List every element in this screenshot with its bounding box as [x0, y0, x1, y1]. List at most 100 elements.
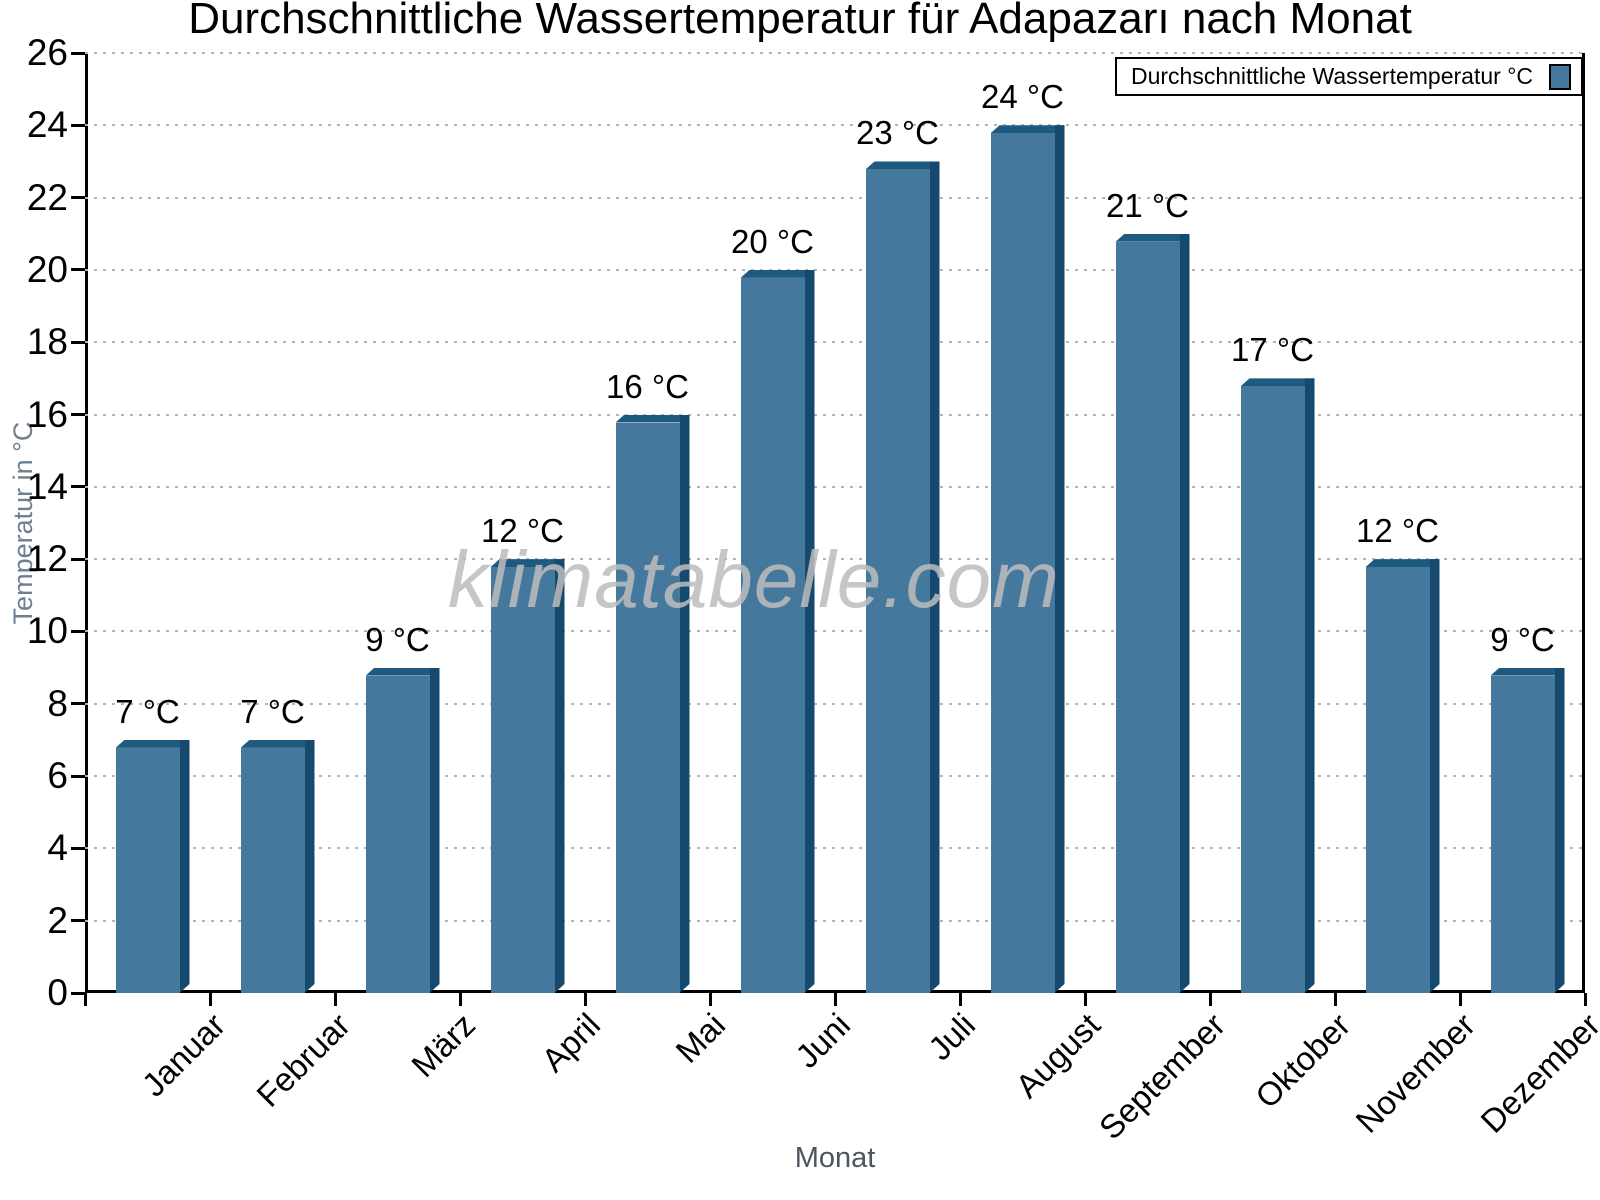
bar-februar-side-bevel	[305, 740, 315, 993]
bar-august-side-bevel	[1055, 125, 1065, 993]
bar-mai	[615, 414, 690, 993]
y-tick-label-14: 14	[26, 465, 68, 507]
gridline-18	[85, 341, 1585, 344]
gridline-22	[85, 196, 1585, 199]
y-tick-label-4: 4	[47, 827, 68, 869]
value-label-mai: 16 °C	[606, 367, 689, 405]
gridline-12	[85, 558, 1585, 561]
bar-august-top-bevel	[990, 125, 1065, 134]
x-tick-11	[1458, 993, 1462, 1006]
gridline-16	[85, 413, 1585, 416]
bar-oktober-side-bevel	[1305, 378, 1315, 993]
bar-oktober	[1240, 378, 1315, 993]
gridline-2	[85, 919, 1585, 922]
y-tick-label-20: 20	[26, 248, 68, 290]
bar-juli-side-bevel	[930, 161, 940, 993]
plot-area-frame	[85, 53, 1585, 993]
bar-dezember-side-bevel	[1555, 668, 1565, 993]
y-tick-label-26: 26	[26, 32, 68, 73]
x-tick-7	[958, 993, 962, 1006]
y-tick-10	[71, 629, 85, 633]
value-label-juli: 23 °C	[856, 114, 939, 152]
x-tick-4	[583, 993, 587, 1006]
bar-januar-top-bevel	[115, 739, 190, 748]
y-tick-18	[71, 340, 85, 344]
y-tick-4	[71, 846, 85, 850]
bar-juni	[740, 269, 815, 993]
bar-juli	[865, 161, 940, 993]
x-tick-1	[208, 993, 212, 1006]
bar-juli-top-bevel	[865, 161, 940, 170]
x-tick-3	[458, 993, 462, 1006]
y-tick-0	[71, 991, 85, 995]
y-tick-label-24: 24	[26, 104, 68, 146]
value-label-april: 12 °C	[481, 512, 564, 550]
legend-box: Durchschnittliche Wassertemperatur °C	[1114, 57, 1583, 96]
y-tick-label-10: 10	[26, 610, 68, 652]
y-tick-label-2: 2	[47, 899, 68, 941]
legend-swatch-icon	[1549, 63, 1571, 90]
bar-maerz	[365, 667, 440, 993]
value-label-august: 24 °C	[981, 78, 1064, 116]
chart-title: Durchschnittliche Wassertemperatur für A…	[188, 0, 1412, 43]
bar-april-side-bevel	[555, 559, 565, 993]
y-tick-12	[71, 557, 85, 561]
x-axis-label: Monat	[794, 1142, 876, 1174]
bar-september-top-bevel	[1115, 233, 1190, 242]
y-tick-16	[71, 413, 85, 417]
gridline-26	[85, 52, 1585, 54]
y-tick-label-0: 0	[47, 972, 68, 1013]
x-tick-2	[333, 993, 337, 1006]
y-tick-8	[71, 702, 85, 706]
x-tick-6	[833, 993, 837, 1006]
bar-november-top-bevel	[1365, 559, 1440, 568]
y-tick-6	[71, 774, 85, 778]
x-tick-10	[1333, 993, 1337, 1006]
y-tick-label-18: 18	[26, 321, 68, 363]
bar-januar	[115, 739, 190, 993]
x-tick-12	[1583, 993, 1587, 1006]
gridline-14	[85, 485, 1585, 488]
y-tick-label-16: 16	[26, 393, 68, 435]
x-tick-8	[1083, 993, 1087, 1006]
gridline-8	[85, 702, 1585, 705]
bar-mai-top-bevel	[615, 414, 690, 423]
bar-november	[1365, 559, 1440, 993]
value-label-februar: 7 °C	[240, 692, 305, 730]
legend-label: Durchschnittliche Wassertemperatur °C	[1130, 63, 1533, 89]
value-label-november: 12 °C	[1356, 512, 1439, 550]
value-label-juni: 20 °C	[731, 222, 814, 260]
y-tick-14	[71, 485, 85, 489]
x-tick-0	[83, 993, 87, 1006]
bar-november-side-bevel	[1430, 559, 1440, 993]
gridline-4	[85, 847, 1585, 850]
watermark: klimatabelle.com	[448, 535, 1060, 624]
bar-januar-side-bevel	[180, 740, 190, 993]
y-tick-label-12: 12	[26, 538, 68, 580]
y-tick-label-22: 22	[26, 176, 68, 218]
gridline-24	[85, 124, 1585, 127]
value-label-januar: 7 °C	[115, 692, 180, 730]
y-tick-2	[71, 919, 85, 923]
bar-oktober-top-bevel	[1240, 378, 1315, 387]
bar-april	[490, 559, 565, 993]
bar-juni-side-bevel	[805, 270, 815, 993]
bar-februar	[240, 739, 315, 993]
bar-september	[1115, 233, 1190, 993]
value-label-oktober: 17 °C	[1231, 331, 1314, 369]
value-label-maerz: 9 °C	[365, 620, 430, 658]
bar-mai-side-bevel	[680, 415, 690, 993]
y-tick-26	[71, 51, 85, 55]
y-tick-20	[71, 268, 85, 272]
x-tick-5	[708, 993, 712, 1006]
bar-april-top-bevel	[490, 559, 565, 568]
value-label-september: 21 °C	[1106, 186, 1189, 224]
bar-dezember	[1490, 667, 1565, 993]
y-tick-label-6: 6	[47, 755, 68, 797]
bar-juni-top-bevel	[740, 269, 815, 278]
gridline-20	[85, 268, 1585, 271]
bar-september-side-bevel	[1180, 234, 1190, 993]
y-tick-22	[71, 196, 85, 200]
bar-dezember-top-bevel	[1490, 667, 1565, 676]
